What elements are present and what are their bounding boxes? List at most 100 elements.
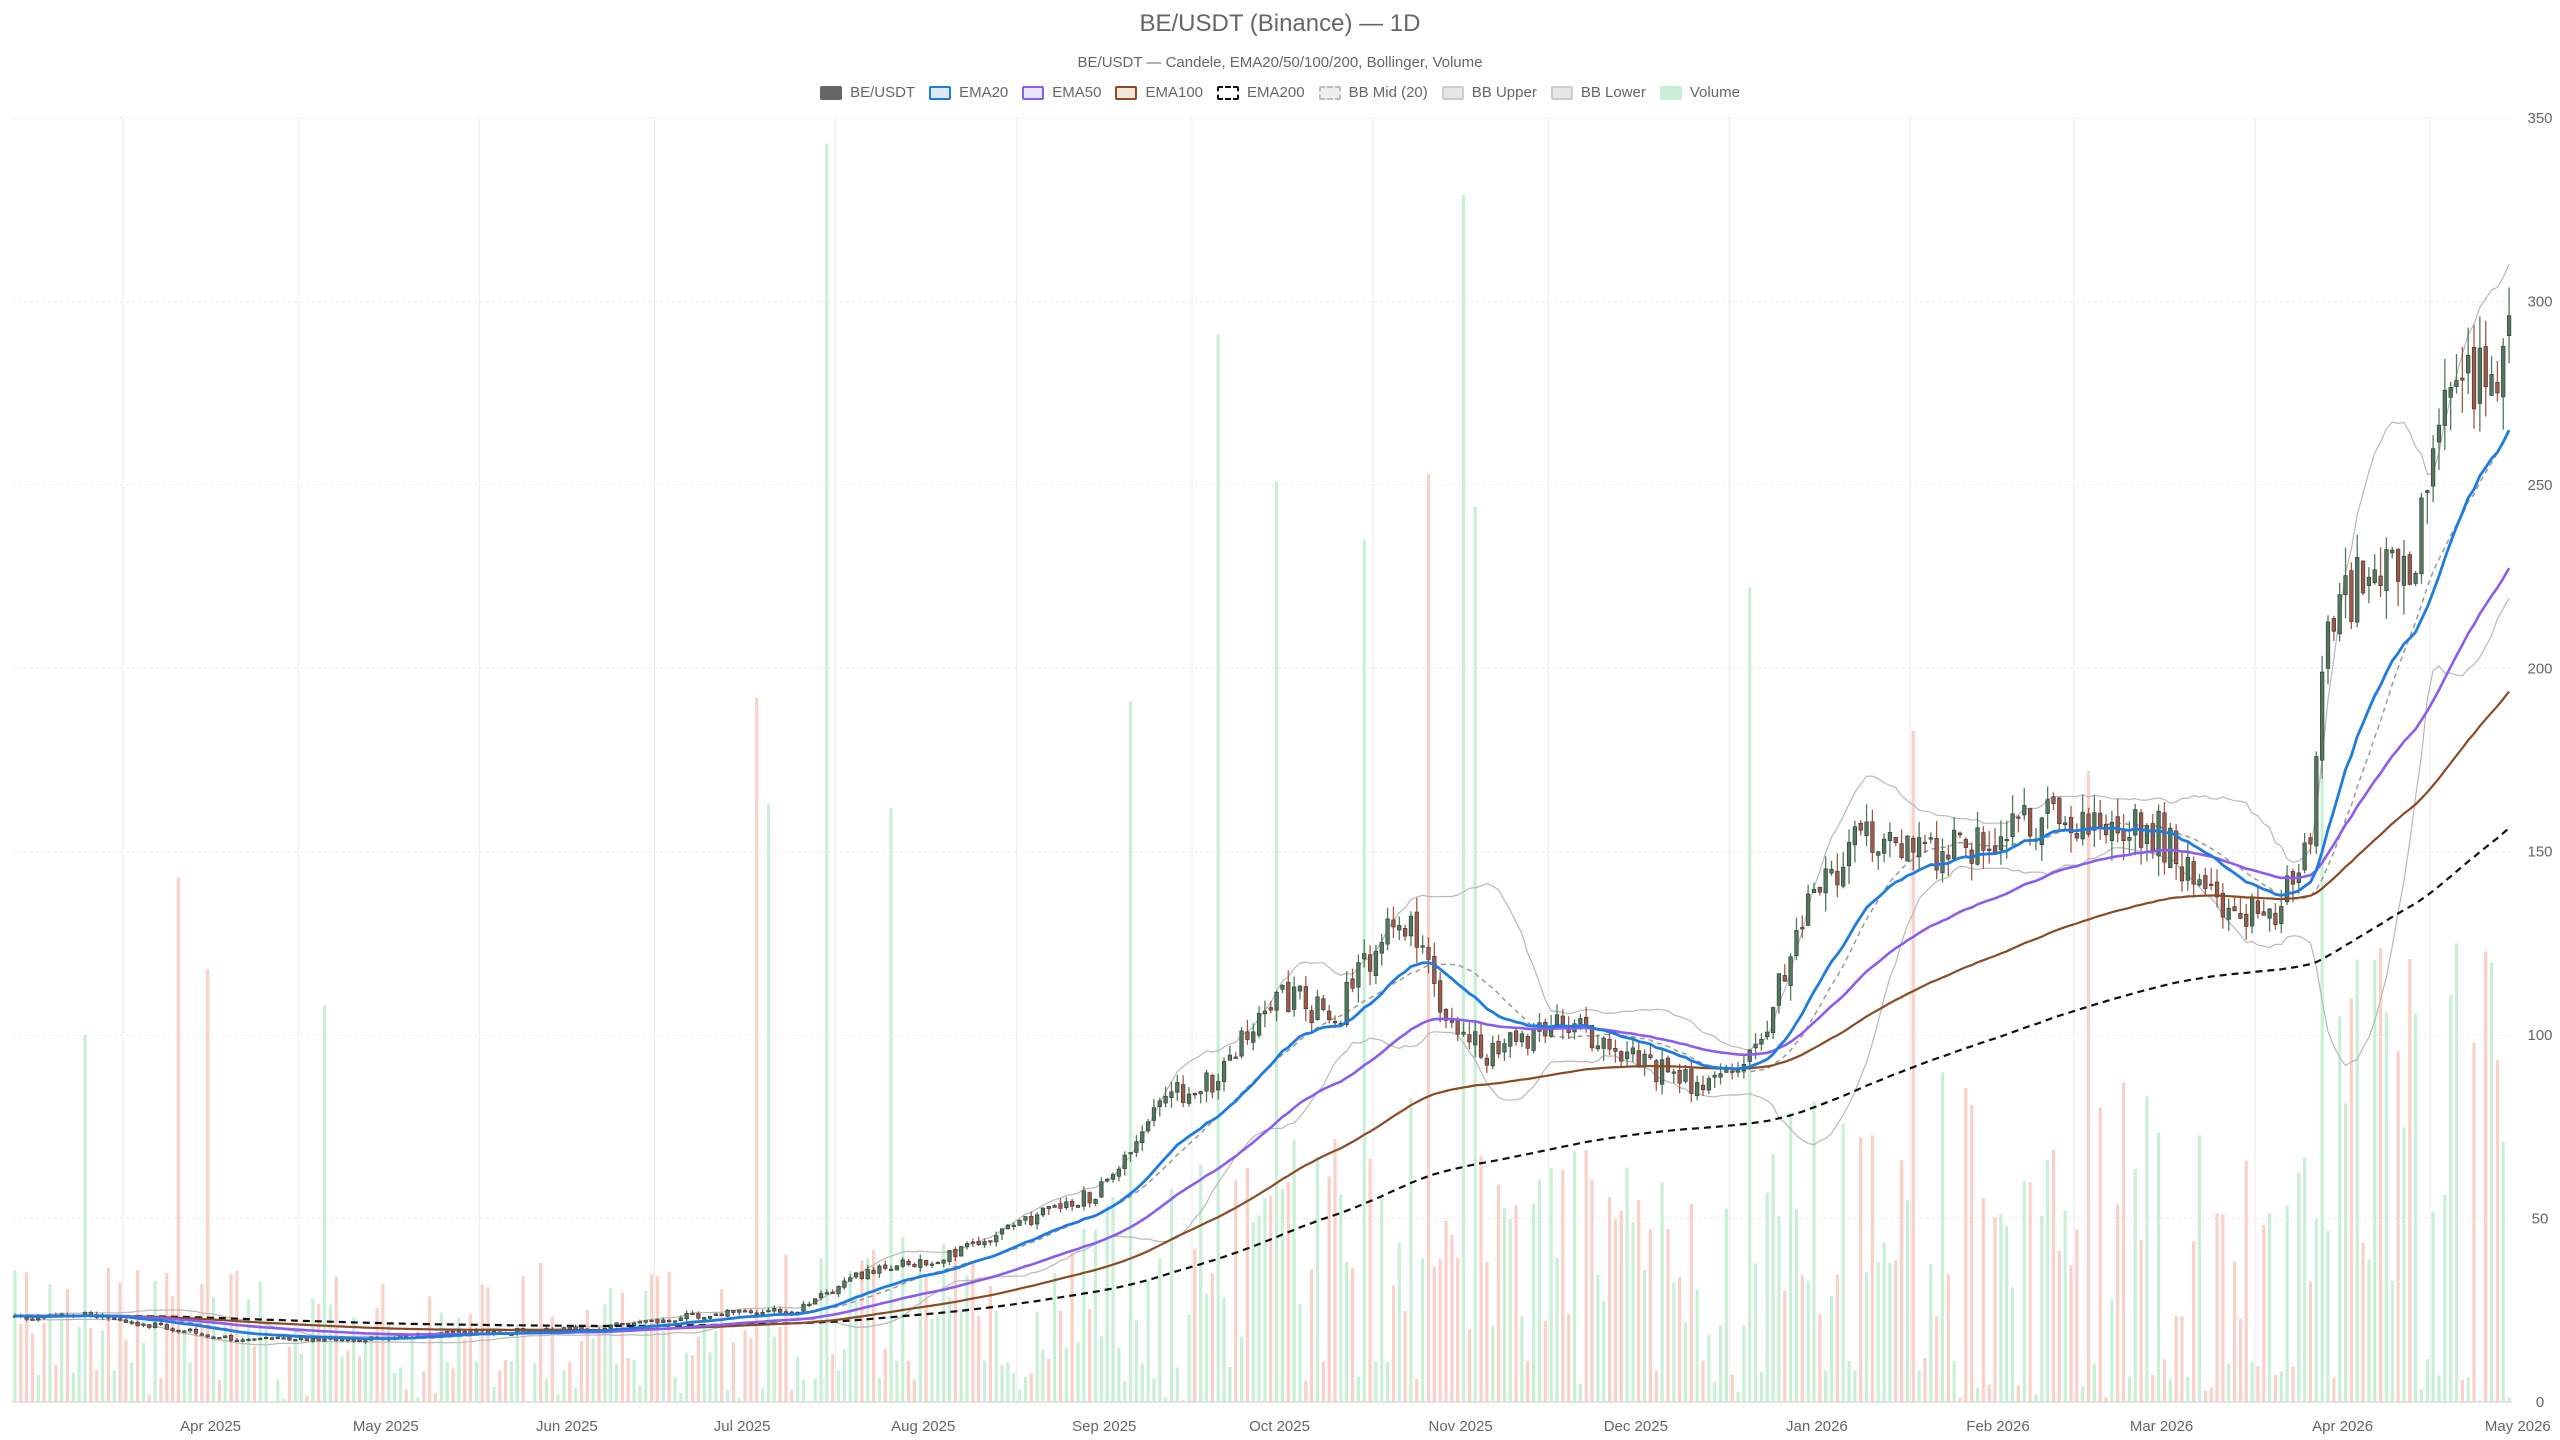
volume-bar [282, 1398, 286, 1402]
volume-bar [2151, 1374, 2155, 1402]
grid [12, 117, 2512, 1403]
y-tick-label: 150 [2527, 844, 2552, 861]
candle-body [1654, 1060, 1659, 1083]
volume-bar [1923, 1358, 1927, 1402]
volume-bar [135, 1269, 140, 1402]
volume-bar [1759, 1372, 1764, 1402]
candle-body [1940, 851, 1945, 874]
volume-bar [176, 877, 181, 1402]
volume-bar [1631, 1222, 1635, 1402]
legend-item-ema100[interactable]: EMA100 [1115, 84, 1203, 101]
volume-bar [1099, 1336, 1103, 1402]
volume-bar [1035, 1311, 1039, 1402]
candle [1256, 1006, 1262, 1038]
candle [1922, 835, 1928, 854]
candle [1660, 1048, 1665, 1095]
volume-bar [1532, 1203, 1536, 1402]
volume-bar [988, 1285, 992, 1402]
candle [1642, 1049, 1647, 1076]
candle [1286, 970, 1291, 1013]
legend-item-bb-upper[interactable]: BB Upper [1441, 84, 1537, 101]
volume-bar [1561, 1169, 1565, 1402]
volume-bar [1239, 1336, 1244, 1402]
candle-body [1075, 1205, 1081, 1208]
candle [1975, 811, 1980, 866]
candle-body [836, 1286, 841, 1295]
candle [1262, 1000, 1268, 1028]
volume-bar [480, 1284, 484, 1402]
candle-body [994, 1235, 999, 1243]
candle [2302, 833, 2307, 874]
volume-bar [1724, 1208, 1728, 1402]
candle-body [1449, 1020, 1454, 1023]
candle [252, 1338, 257, 1342]
candle [240, 1337, 245, 1343]
candle-series [12, 287, 2512, 1344]
candle-body [696, 1313, 701, 1319]
candle-body [2320, 671, 2325, 761]
volume-bar [42, 1323, 46, 1402]
candle [2460, 347, 2465, 413]
legend-item-ema20[interactable]: EMA20 [929, 84, 1008, 101]
candle-body [1864, 821, 1869, 837]
candle [1671, 1068, 1676, 1084]
candle-body [713, 1313, 718, 1316]
candle [2045, 786, 2050, 829]
candle [1811, 882, 1817, 893]
volume-bar [737, 1398, 741, 1402]
volume-bar [778, 1327, 782, 1402]
candle-body [1087, 1192, 1092, 1204]
candle [988, 1240, 993, 1246]
legend-item-bb-mid-20[interactable]: BB Mid (20) [1318, 84, 1428, 101]
volume-bar [416, 1397, 420, 1402]
candle-body [2413, 573, 2418, 584]
candle [1490, 1035, 1495, 1070]
candle [2261, 899, 2266, 916]
volume-bar [106, 1267, 110, 1402]
candle [894, 1265, 900, 1271]
candle-body [1221, 1060, 1227, 1083]
volume-bar [305, 1395, 309, 1402]
candle [228, 1333, 234, 1343]
candle [2249, 893, 2255, 934]
volume-bar [1578, 1383, 1582, 1402]
candle [1070, 1198, 1075, 1212]
candle-body [1724, 1068, 1729, 1073]
volume-bar [2343, 1103, 2348, 1402]
candle-body [1391, 919, 1396, 928]
legend-item-ema200[interactable]: EMA200 [1217, 84, 1305, 101]
candle [1040, 1207, 1046, 1218]
candle-body [2477, 347, 2482, 404]
candle [1624, 1041, 1630, 1067]
candle-body [2302, 842, 2307, 871]
legend-item-volume[interactable]: Volume [1659, 84, 1740, 101]
volume-bar [1794, 1208, 1799, 1402]
volume-bar [1864, 1272, 1869, 1402]
candle [2098, 800, 2103, 840]
volume-bar [1345, 1261, 1349, 1402]
candle-body [742, 1310, 748, 1313]
candle [2466, 327, 2471, 394]
candle-body [1899, 843, 1904, 859]
volume-bar [1339, 1194, 1343, 1402]
volume-bar [1683, 1322, 1688, 1402]
legend-item-ema50[interactable]: EMA50 [1022, 84, 1101, 101]
candle [2168, 822, 2173, 868]
candle-body [1800, 927, 1805, 930]
candle-body [1695, 1082, 1700, 1097]
candle [766, 1307, 771, 1313]
legend-item-bb-lower[interactable]: BB Lower [1550, 84, 1646, 101]
legend-item-be-usdt[interactable]: BE/USDT [820, 84, 915, 101]
candle-body [707, 1316, 713, 1319]
volume-bar [369, 1338, 373, 1402]
volume-bar [328, 1304, 332, 1402]
candle-body [1987, 848, 1992, 851]
candle-body [877, 1265, 882, 1274]
candle-body [1519, 1033, 1525, 1043]
volume-bar [1076, 1342, 1080, 1402]
volume-bar [2414, 1013, 2418, 1402]
x-tick-label: Jun 2025 [536, 1418, 598, 1435]
candle-body [2308, 837, 2313, 845]
volume-bar [1835, 1274, 1839, 1402]
